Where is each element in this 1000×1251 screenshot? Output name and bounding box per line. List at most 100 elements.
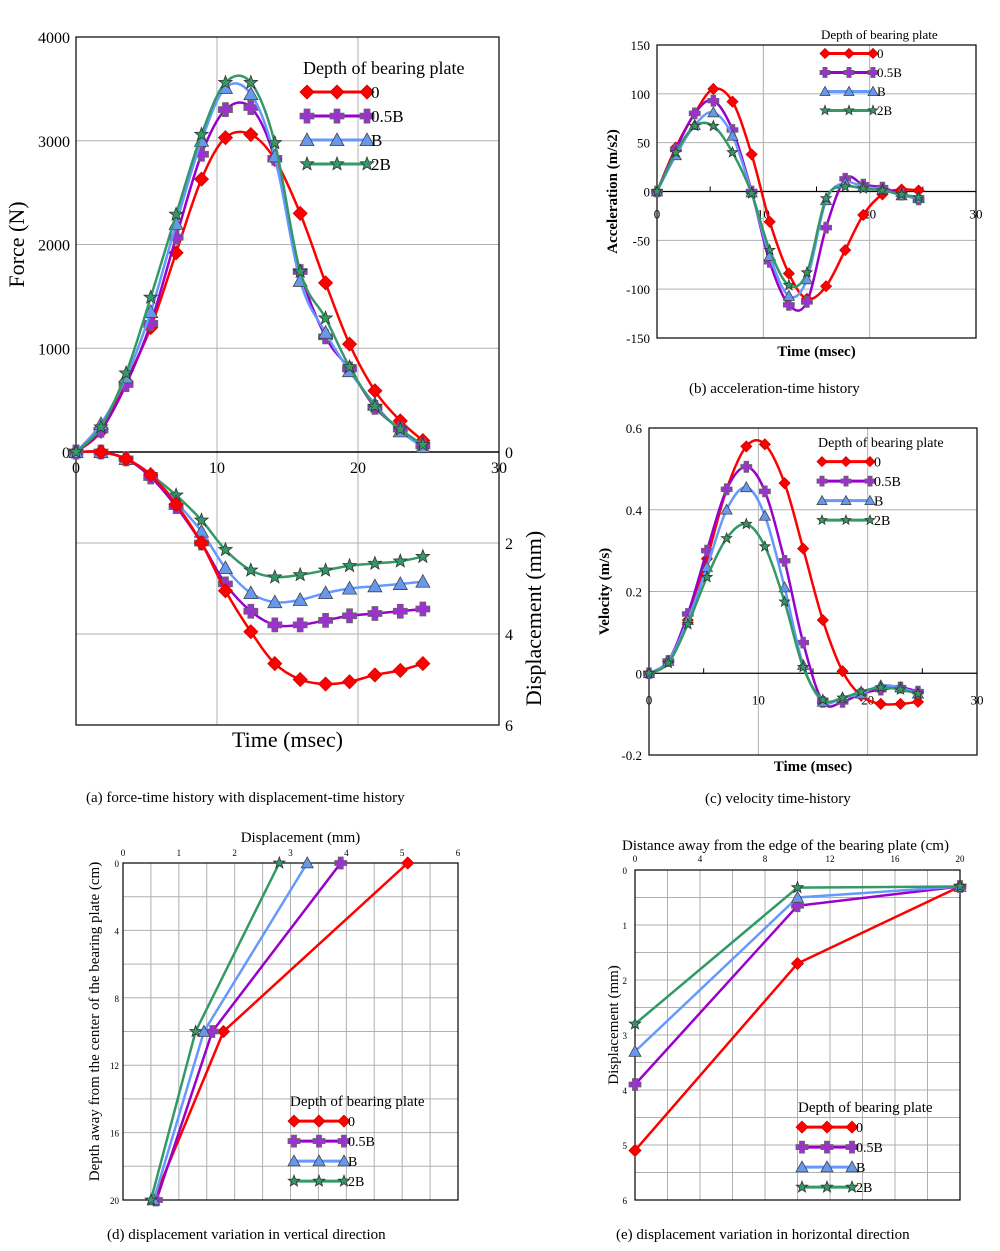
- plus-marker: [778, 554, 791, 567]
- legend-label: 2B: [856, 1181, 872, 1196]
- data-point: [217, 130, 234, 146]
- data-point: [188, 1024, 203, 1038]
- star-marker: [299, 155, 315, 171]
- data-point: [790, 880, 805, 894]
- data-point: [341, 336, 358, 352]
- plus-marker: [342, 608, 357, 624]
- data-point: [243, 603, 259, 619]
- x-axis-title: Time (msec): [774, 759, 852, 775]
- plus-marker: [720, 483, 733, 496]
- y-tick-label: 0: [623, 866, 628, 876]
- data-point: [217, 74, 234, 90]
- data-point: [142, 289, 159, 305]
- legend: Depth of bearing plate 0 0.5B B 2B: [795, 1100, 933, 1196]
- legend-item-0.5B: 0.5B: [816, 475, 901, 490]
- data-point: [415, 573, 431, 588]
- plus-marker: [820, 221, 832, 234]
- star-marker: [243, 562, 259, 577]
- y-tick-label: 0: [115, 859, 120, 869]
- star-marker: [739, 517, 753, 530]
- star-marker: [193, 512, 210, 527]
- legend-item-0: 0: [795, 1120, 863, 1136]
- series-0: [68, 444, 431, 692]
- plus-marker: [218, 102, 233, 118]
- diamond-marker: [726, 95, 739, 108]
- caption-a: (a) force-time history with displacement…: [86, 790, 405, 806]
- triangle-marker: [243, 86, 259, 101]
- star-marker: [267, 568, 283, 584]
- data-point: [953, 879, 967, 893]
- plus-marker: [840, 475, 852, 487]
- y-tick-label: 4: [115, 926, 120, 936]
- legend-marker: [840, 513, 852, 526]
- x-tick-label: 1: [177, 848, 182, 858]
- data-point: [193, 126, 210, 142]
- data-point: [894, 697, 907, 710]
- star-marker: [359, 155, 375, 171]
- star-marker: [894, 682, 907, 695]
- star-marker: [912, 190, 925, 203]
- legend-marker: [816, 494, 828, 505]
- diamond-marker: [864, 456, 876, 468]
- diamond-marker: [243, 624, 259, 640]
- legend-marker: [845, 1160, 859, 1173]
- data-point: [415, 548, 431, 564]
- y-tick-label: -50: [633, 233, 650, 248]
- data-point: [367, 606, 383, 621]
- legend-title: Depth of bearing plate: [290, 1094, 425, 1110]
- plus-marker: [243, 603, 259, 619]
- data-point: [707, 94, 720, 107]
- legend-marker: [819, 47, 831, 60]
- data-point: [739, 517, 753, 530]
- star-marker: [867, 104, 879, 116]
- legend-label: 2B: [877, 103, 893, 118]
- legend-title: Depth of bearing plate: [821, 27, 938, 42]
- legend-item-B: B: [287, 1154, 357, 1170]
- data-point: [334, 856, 348, 870]
- legend-marker: [867, 104, 879, 116]
- data-point: [628, 1016, 642, 1030]
- legend-item-2B: 2B: [795, 1179, 872, 1196]
- data-point: [838, 179, 852, 192]
- star-marker: [367, 555, 383, 571]
- x-axis-title: Displacement (mm): [241, 830, 361, 846]
- y-tick-label: 0.4: [626, 503, 643, 518]
- star-marker: [243, 74, 259, 90]
- data-point: [292, 671, 308, 688]
- diamond-marker: [797, 542, 810, 555]
- legend-label: 0.5B: [877, 65, 902, 80]
- data-point: [217, 583, 234, 599]
- caption-d: (d) displacement variation in vertical d…: [107, 1227, 386, 1243]
- data-point: [243, 126, 259, 143]
- legend-marker: [819, 85, 831, 96]
- diamond-marker: [318, 275, 334, 291]
- diamond-marker: [287, 1114, 301, 1128]
- triangle-marker: [317, 585, 334, 600]
- legend-item-2B: 2B: [819, 103, 893, 118]
- y-tick-label: 4: [623, 1086, 628, 1096]
- diamond-marker: [740, 440, 753, 453]
- data-point: [243, 585, 259, 600]
- data-point: [745, 186, 758, 199]
- legend-marker: [845, 1120, 859, 1134]
- data-point: [341, 557, 358, 573]
- x-tick-label: 0: [646, 692, 653, 707]
- legend-marker: [329, 108, 345, 124]
- diamond-marker: [193, 535, 210, 551]
- star-marker: [782, 278, 796, 291]
- triangle-marker: [740, 480, 753, 493]
- data-point: [782, 278, 796, 291]
- legend-marker: [359, 155, 375, 171]
- y2-tick-label: 2: [505, 536, 513, 553]
- triangle-marker: [795, 1160, 809, 1173]
- data-point: [912, 190, 925, 203]
- diamond-marker: [341, 674, 358, 690]
- legend-marker: [337, 1154, 351, 1167]
- data-point: [243, 562, 259, 577]
- x-tick-label: 3: [288, 848, 293, 858]
- legend-marker: [299, 132, 315, 147]
- data-point: [740, 460, 753, 473]
- triangle-marker: [317, 324, 334, 339]
- x-tick-label: 5: [400, 848, 405, 858]
- diamond-marker: [337, 1114, 351, 1128]
